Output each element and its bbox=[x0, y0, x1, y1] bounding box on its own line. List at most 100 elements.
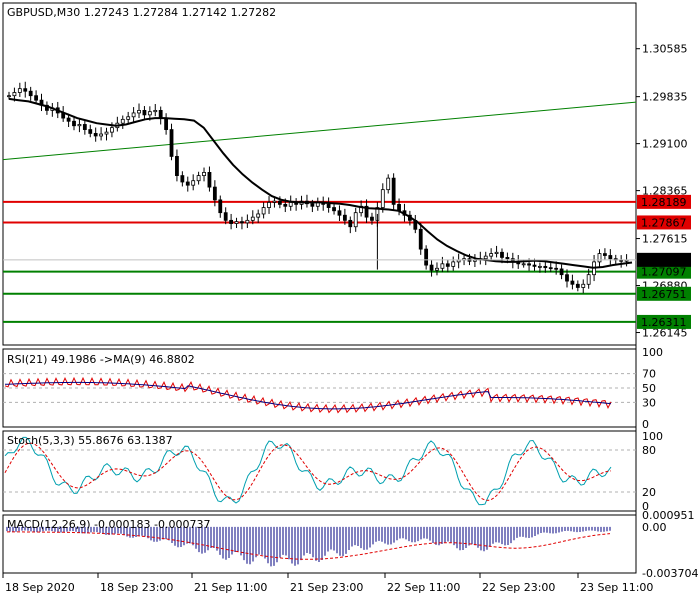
candle-body bbox=[147, 111, 152, 116]
candle-body bbox=[229, 219, 234, 224]
rsi-line bbox=[4, 376, 612, 414]
candle-body bbox=[223, 212, 228, 221]
candle-body bbox=[597, 253, 602, 263]
x-tick-label: 23 Sep 11:00 bbox=[580, 581, 653, 594]
candle-body bbox=[34, 95, 38, 101]
x-tick-label: 21 Sep 23:00 bbox=[290, 581, 363, 594]
candle-body bbox=[603, 253, 607, 256]
rsi-ma-line bbox=[4, 381, 612, 410]
candle-body bbox=[554, 267, 559, 270]
candle-body bbox=[548, 267, 553, 270]
macd-header: MACD(12,26,9) -0.000183 -0.000737 bbox=[7, 518, 210, 531]
candle-body bbox=[99, 133, 103, 137]
candle-body bbox=[250, 216, 255, 221]
rsi-tick-label: 50 bbox=[642, 382, 656, 395]
x-tick-label: 21 Sep 11:00 bbox=[194, 581, 267, 594]
x-tick-label: 22 Sep 23:00 bbox=[482, 581, 555, 594]
candle-body bbox=[559, 268, 564, 276]
candle-body bbox=[538, 265, 542, 268]
candle-body bbox=[581, 283, 586, 288]
price-tick-label: 1.30585 bbox=[642, 43, 688, 56]
candle-body bbox=[283, 203, 288, 207]
candle-body bbox=[337, 210, 342, 216]
x-tick-label: 18 Sep 23:00 bbox=[100, 581, 173, 594]
candle-body bbox=[77, 124, 82, 127]
candle-body bbox=[494, 251, 499, 254]
level-label: 1.27097 bbox=[641, 266, 687, 279]
candle-body bbox=[586, 274, 591, 285]
candle-body bbox=[608, 255, 613, 260]
rsi-tick-label: 30 bbox=[642, 396, 656, 409]
candle-body bbox=[435, 267, 439, 271]
candle-body bbox=[445, 263, 450, 267]
rsi-header: RSI(21) 49.1986 ->MA(9) 46.8802 bbox=[7, 353, 195, 366]
candle-body bbox=[272, 200, 277, 203]
x-tick-label: 22 Sep 11:00 bbox=[387, 581, 460, 594]
level-label-bg bbox=[637, 215, 691, 230]
stoch-tick-label: 0 bbox=[642, 500, 649, 513]
candle-body bbox=[126, 116, 131, 120]
candle-body bbox=[310, 203, 315, 207]
candle-body bbox=[527, 263, 531, 266]
panel-frame-stoch bbox=[2, 430, 637, 512]
candle-body bbox=[261, 207, 266, 215]
current-price-bg bbox=[637, 252, 691, 267]
candle-body bbox=[142, 109, 147, 116]
candle-body bbox=[185, 181, 190, 186]
candle-body bbox=[391, 177, 396, 205]
candle-body bbox=[386, 177, 391, 191]
panel-frame-price bbox=[2, 2, 637, 346]
candle-body bbox=[212, 186, 217, 201]
macd-signal-line bbox=[7, 531, 611, 560]
candle-body bbox=[342, 214, 347, 221]
candle-body bbox=[23, 88, 28, 92]
candle-body bbox=[570, 280, 575, 285]
level-label: 1.26311 bbox=[641, 316, 687, 329]
candle-body bbox=[326, 203, 331, 208]
panel-frame-rsi bbox=[2, 348, 637, 428]
candle-body bbox=[120, 118, 125, 124]
price-tick-label: 1.27615 bbox=[642, 233, 688, 246]
candle-body bbox=[110, 127, 114, 133]
price-tick-label: 1.28365 bbox=[642, 185, 688, 198]
candle-body bbox=[93, 133, 98, 137]
candle-body bbox=[370, 216, 374, 221]
candle-body bbox=[543, 265, 548, 269]
candle-body bbox=[207, 172, 212, 188]
candle-body bbox=[277, 200, 282, 205]
stoch-tick-label: 20 bbox=[642, 486, 656, 499]
candle-body bbox=[164, 117, 169, 130]
candle-body bbox=[175, 156, 179, 176]
macd-tick-label: 0.000951 bbox=[642, 509, 695, 522]
level-label-bg bbox=[637, 286, 691, 301]
ma-line bbox=[8, 97, 633, 269]
candle-body bbox=[234, 221, 239, 224]
stoch-tick-label: 80 bbox=[642, 444, 656, 457]
candle-body bbox=[137, 109, 141, 114]
stoch-tick-label: 100 bbox=[642, 430, 663, 443]
level-label-bg bbox=[637, 194, 691, 209]
candle-body bbox=[332, 207, 336, 212]
candle-body bbox=[202, 172, 206, 176]
candle-body bbox=[353, 212, 358, 228]
candle-body bbox=[532, 264, 537, 267]
candle-body bbox=[505, 257, 510, 260]
level-label-bg bbox=[637, 314, 691, 329]
candle-body bbox=[66, 117, 71, 122]
candle-body bbox=[483, 255, 488, 260]
candle-body bbox=[88, 129, 93, 134]
stoch-header: Stoch(5,3,3) 55.8676 63.1387 bbox=[7, 434, 173, 447]
candle-body bbox=[158, 109, 163, 119]
candle-body bbox=[288, 202, 293, 207]
candle-body bbox=[489, 253, 494, 257]
candle-body bbox=[82, 124, 87, 130]
price-header: GBPUSD,M30 1.27243 1.27284 1.27142 1.272… bbox=[7, 6, 276, 19]
candle-body bbox=[131, 112, 136, 118]
candle-body bbox=[153, 109, 158, 113]
rsi-tick-label: 0 bbox=[642, 418, 649, 431]
candle-body bbox=[104, 131, 109, 135]
candle-body bbox=[256, 213, 261, 218]
level-label: 1.27867 bbox=[641, 216, 687, 229]
